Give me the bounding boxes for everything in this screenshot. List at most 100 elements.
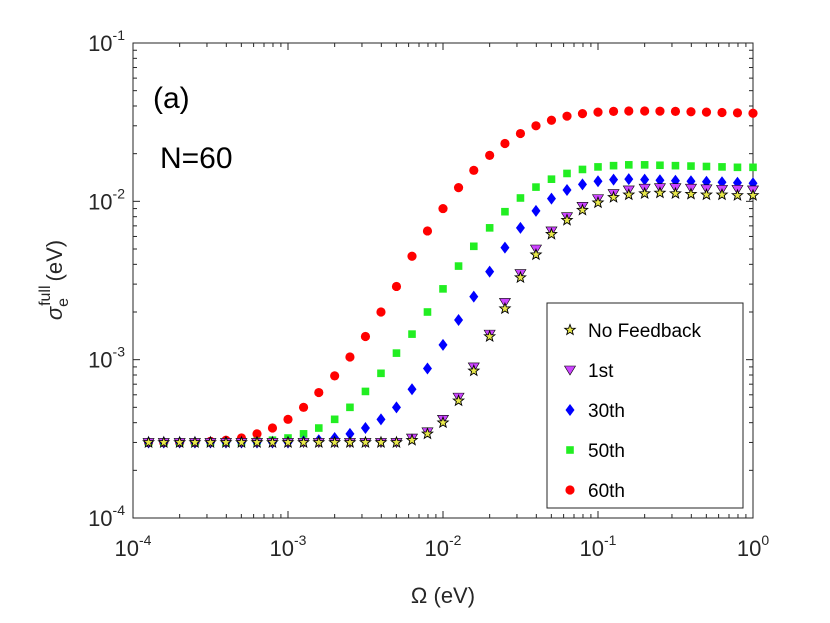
data-point-no-feedback [374, 435, 388, 448]
data-point-50th [516, 194, 525, 202]
data-point-50th [330, 415, 339, 424]
data-point-no-feedback [498, 301, 512, 315]
data-point-50th [547, 175, 556, 183]
data-point-60th [748, 108, 758, 118]
data-point-30th [485, 265, 495, 278]
data-point-50th [702, 162, 711, 171]
data-point-no-feedback [700, 187, 713, 201]
legend-label-30th: 30th [588, 401, 625, 422]
data-point-50th [656, 161, 664, 170]
data-point-60th [298, 402, 309, 412]
data-point-60th [515, 128, 526, 139]
legend-items: No Feedback 1st 30th 50th 60th [563, 321, 702, 502]
data-point-30th [546, 192, 556, 205]
data-point-no-feedback [297, 435, 311, 448]
x-tick-label: 100 [737, 532, 769, 561]
data-point-50th [718, 163, 726, 171]
data-point-no-feedback [684, 187, 698, 200]
data-point-60th [376, 307, 386, 317]
data-point-no-feedback [483, 329, 497, 343]
data-point-30th [391, 401, 401, 414]
data-point-no-feedback [638, 186, 652, 200]
data-point-60th [360, 331, 371, 342]
data-point-60th [314, 387, 324, 398]
data-point-60th [701, 107, 712, 117]
data-point-60th [670, 106, 681, 116]
data-point-no-feedback [467, 364, 481, 377]
data-point-60th [531, 121, 541, 131]
data-point-30th [500, 241, 510, 254]
x-tick-label: 10-2 [425, 532, 462, 561]
data-point-no-feedback [281, 435, 295, 448]
data-point-no-feedback [173, 435, 187, 448]
data-point-50th [408, 330, 416, 338]
data-point-60th [546, 115, 557, 125]
data-point-no-feedback [668, 186, 682, 200]
data-point-no-feedback [312, 435, 326, 448]
data-point-no-feedback [653, 186, 667, 199]
svg-text:σefull(eV): σefull (eV) [37, 240, 72, 320]
data-point-60th [422, 226, 433, 236]
data-point-60th [640, 106, 650, 116]
data-point-50th [361, 387, 370, 396]
data-point-60th [345, 352, 355, 362]
data-point-30th [609, 173, 619, 186]
data-point-no-feedback [731, 188, 744, 201]
data-point-30th [438, 338, 448, 351]
data-point-60th [577, 109, 588, 119]
data-point-no-feedback [219, 435, 233, 448]
data-point-60th [593, 107, 603, 117]
x-axis-label: Ω (eV) [411, 583, 475, 608]
data-point-60th [624, 106, 634, 116]
data-point-50th [578, 165, 587, 174]
data-point-no-feedback [343, 435, 357, 448]
legend: No Feedback 1st 30th 50th 60th [546, 302, 744, 509]
data-point-50th [392, 349, 401, 357]
data-point-no-feedback [545, 227, 558, 240]
data-point-no-feedback [746, 188, 760, 201]
x-axis-unit: (eV) [434, 583, 476, 608]
data-point-50th [594, 163, 602, 171]
data-point-30th [531, 204, 541, 217]
data-point-50th [687, 162, 695, 170]
data-point-no-feedback [266, 435, 279, 448]
data-point-30th [422, 362, 432, 375]
data-point-60th [283, 414, 293, 424]
data-point-60th [608, 106, 619, 116]
data-point-50th [346, 403, 354, 412]
y-axis-label: σefull (eV) [37, 240, 72, 320]
data-point-30th [360, 422, 370, 435]
data-point-no-feedback [358, 435, 372, 448]
data-point-no-feedback [188, 435, 202, 448]
data-point-60th [252, 429, 262, 439]
legend-marker-60th [565, 485, 575, 495]
axis-ticks [132, 42, 754, 519]
data-point-no-feedback [560, 213, 574, 226]
annotation-panel-label: (a) [153, 82, 190, 115]
legend-marker-50th [566, 446, 574, 454]
data-markers [142, 106, 760, 449]
data-point-60th [562, 111, 572, 121]
data-point-30th [407, 383, 417, 396]
data-point-60th [469, 165, 479, 175]
data-point-no-feedback [405, 433, 419, 446]
data-point-50th [314, 424, 323, 432]
legend-marker-1st [563, 365, 577, 376]
legend-label-60th: 60th [588, 481, 625, 502]
x-axis-symbol: Ω [411, 583, 427, 608]
data-point-no-feedback [390, 435, 403, 448]
data-point-no-feedback [235, 435, 248, 448]
data-point-60th [438, 203, 448, 214]
data-point-no-feedback [328, 435, 342, 448]
x-tick-label: 10-1 [580, 532, 617, 561]
y-tick-label: 10-3 [88, 344, 125, 373]
data-point-50th [299, 430, 308, 438]
data-point-no-feedback [622, 187, 636, 201]
legend-box [546, 302, 744, 509]
data-point-50th [469, 242, 478, 251]
data-point-50th [439, 285, 447, 293]
data-point-no-feedback [513, 270, 527, 284]
data-point-60th [391, 281, 402, 292]
data-point-30th [345, 427, 355, 440]
